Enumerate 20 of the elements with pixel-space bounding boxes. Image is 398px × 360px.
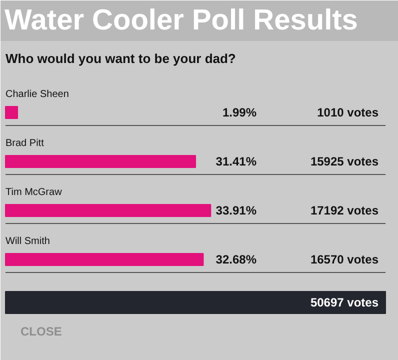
chart-subtitle: Who would you want to be your dad? — [6, 51, 236, 66]
data-label: 1.99% — [222, 106, 257, 120]
y-tick-label: Tim McGraw — [6, 187, 63, 198]
text: 50697 votes — [310, 296, 379, 310]
bar — [5, 204, 212, 217]
chart-title: Water Cooler Poll Results — [4, 4, 358, 36]
text: CLOSE — [20, 324, 62, 338]
text: 17192 votes — [310, 204, 379, 218]
text: 16570 votes — [310, 252, 379, 266]
text: 15925 votes — [310, 154, 379, 168]
data-label: 32.68% — [216, 252, 257, 266]
text: 1010 votes — [317, 106, 379, 120]
data-label: 33.91% — [216, 204, 257, 218]
y-tick-label: Charlie Sheen — [6, 89, 69, 100]
bar — [5, 253, 204, 266]
y-tick-label: Brad Pitt — [6, 138, 44, 149]
y-tick-label: Will Smith — [6, 236, 50, 247]
bar — [5, 106, 18, 119]
data-label: 31.41% — [216, 154, 257, 168]
bar — [5, 155, 196, 168]
